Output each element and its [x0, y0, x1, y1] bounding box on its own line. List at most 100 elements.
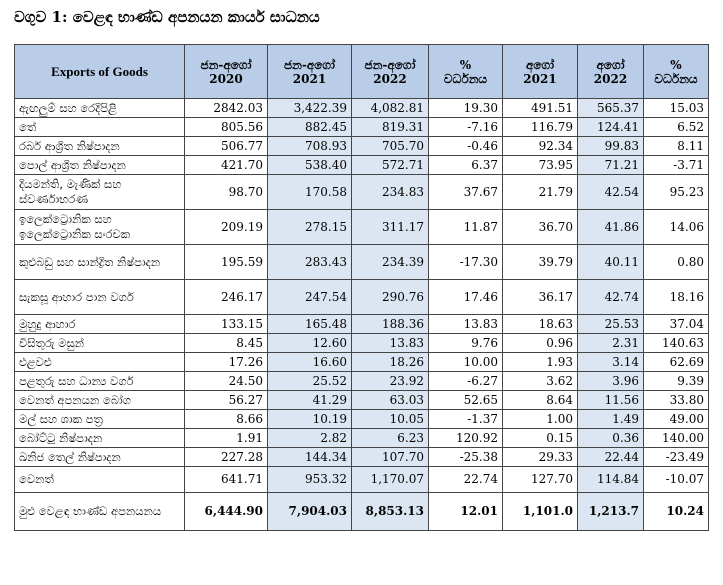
cell-value: 17.46	[428, 279, 503, 315]
header-col-5: අගෝ 2021	[502, 44, 578, 99]
cell-value: 107.70	[351, 447, 429, 467]
cell-value: 144.34	[267, 447, 352, 467]
cell-value: 6.23	[351, 428, 429, 448]
table-row: විසිතුරු මසුන් 8.45 12.60 13.83 9.76 0.96 2.31…	[14, 333, 709, 353]
cell-value: 705.70	[351, 136, 429, 156]
cell-value: 165.48	[267, 314, 352, 334]
cell-value: 3,422.39	[267, 98, 352, 118]
cell-value: 641.71	[184, 466, 268, 493]
cell-value: 9.76	[428, 333, 503, 353]
cell-value: 11.56	[577, 390, 644, 410]
cell-value: 421.70	[184, 155, 268, 175]
cell-value: 234.83	[351, 174, 429, 210]
cell-value: 506.77	[184, 136, 268, 156]
cell-value: 18.16	[643, 279, 709, 315]
header-col-3: ජන-අගෝ 2022	[351, 44, 429, 99]
cell-value: 13.83	[428, 314, 503, 334]
row-label: රබර් ආශ්‍රිත නිෂ්පාදන	[14, 136, 185, 156]
cell-value: -3.71	[643, 155, 709, 175]
header-line-1: ජන-අගෝ	[200, 57, 252, 72]
cell-value: 73.95	[502, 155, 578, 175]
cell-value: 2842.03	[184, 98, 268, 118]
table-row: පළතුරු සහ ධාන්‍ය වර්ග 24.50 25.52 23.92 -6.2…	[14, 371, 709, 391]
cell-value: 170.58	[267, 174, 352, 210]
cell-value: 37.04	[643, 314, 709, 334]
cell-value: 1,101.0	[502, 492, 578, 531]
cell-value: 8,853.13	[351, 492, 429, 531]
header-line-1: ජන-අගෝ	[284, 57, 335, 72]
header-row: Exports of Goods ජන-අගෝ 2020 ජන-අගෝ 2021 ජන-අ…	[14, 44, 709, 99]
row-label: දියමන්ති, මැණික් සහ ස්වර්ණාභරණ	[14, 174, 185, 210]
row-label: මුහුදු ආහාර	[14, 314, 185, 334]
cell-value: 37.67	[428, 174, 503, 210]
header-col-1: ජන-අගෝ 2020	[184, 44, 268, 99]
cell-value: 41.29	[267, 390, 352, 410]
cell-value: 6,444.90	[184, 492, 268, 531]
cell-value: 8.66	[184, 409, 268, 429]
cell-value: 1.00	[502, 409, 578, 429]
cell-value: 283.43	[267, 244, 352, 280]
cell-value: 19.30	[428, 98, 503, 118]
cell-value: 8.64	[502, 390, 578, 410]
header-line-1: Exports of Goods	[51, 63, 148, 79]
cell-value: 133.15	[184, 314, 268, 334]
header-goods: Exports of Goods	[14, 44, 185, 99]
row-label: කුළුබඩු සහ සාන්ද්‍රිත නිෂ්පාදන	[14, 244, 185, 280]
row-label: ඛනිජ තෙල් නිෂ්පාදන	[14, 447, 185, 467]
header-line-1: ජන-අගෝ	[364, 57, 416, 72]
row-label: වෙනත් අපනයන බෝග	[14, 390, 185, 410]
cell-value: 17.26	[184, 352, 268, 372]
header-line-1: අගෝ	[596, 57, 625, 72]
table-row: තේ 805.56 882.45 819.31 -7.16 116.79 124.41 6.5…	[14, 117, 709, 137]
cell-value: 3.62	[502, 371, 578, 391]
row-label: බෝට්ටු නිෂ්පාදන	[14, 428, 185, 448]
cell-value: 62.69	[643, 352, 709, 372]
header-line-2: 2022	[373, 71, 407, 86]
table-body: ඇඟලුම් සහ රෙදිපිළි 2842.03 3,422.39 4,082.8…	[14, 98, 709, 531]
cell-value: 538.40	[267, 155, 352, 175]
cell-value: 95.23	[643, 174, 709, 210]
header-col-2: ජන-අගෝ 2021	[267, 44, 352, 99]
cell-value: -7.16	[428, 117, 503, 137]
cell-value: 10.00	[428, 352, 503, 372]
table-row: ඛනිජ තෙල් නිෂ්පාදන 227.28 144.34 107.70 -25.…	[14, 447, 709, 467]
row-label: මුළු වෙළඳ භාණ්ඩ අපනයනය	[14, 492, 185, 531]
table-row: වෙනත් 641.71 953.32 1,170.07 22.74 127.70 114.…	[14, 466, 709, 493]
cell-value: 52.65	[428, 390, 503, 410]
cell-value: 3.96	[577, 371, 644, 391]
header-col-4: % වර්ධනය	[428, 44, 503, 99]
cell-value: 10.05	[351, 409, 429, 429]
exports-table: Exports of Goods ජන-අගෝ 2020 ජන-අගෝ 2021 ජන-අ…	[14, 44, 709, 531]
cell-value: -25.38	[428, 447, 503, 467]
cell-value: 98.70	[184, 174, 268, 210]
table-row: එළවළු 17.26 16.60 18.26 10.00 1.93 3.14 62.69	[14, 352, 709, 372]
cell-value: 882.45	[267, 117, 352, 137]
table-row: සැකසූ ආහාර පාන වර්ග 246.17 247.54 290.76 17.…	[14, 279, 709, 315]
row-label: එළවළු	[14, 352, 185, 372]
cell-value: 278.15	[267, 209, 352, 245]
cell-value: 99.83	[577, 136, 644, 156]
row-label: විසිතුරු මසුන්	[14, 333, 185, 353]
table-row: කුළුබඩු සහ සාන්ද්‍රිත නිෂ්පාදන 195.59 283.…	[14, 244, 709, 280]
row-label: ඉලෙක්ට්‍රොනික සහ ඉලෙක්ට්‍රොනික සංරචක	[14, 209, 185, 245]
cell-value: 42.74	[577, 279, 644, 315]
row-label: ඇඟලුම් සහ රෙදිපිළි	[14, 98, 185, 118]
cell-value: 1.49	[577, 409, 644, 429]
cell-value: 140.63	[643, 333, 709, 353]
cell-value: 4,082.81	[351, 98, 429, 118]
cell-value: 116.79	[502, 117, 578, 137]
cell-value: 56.27	[184, 390, 268, 410]
table-caption: වගුව 1: වෙළඳ භාණ්ඩ අපනයන කාර්ය සාධනය	[14, 8, 320, 26]
cell-value: 1.91	[184, 428, 268, 448]
cell-value: 0.80	[643, 244, 709, 280]
cell-value: 16.60	[267, 352, 352, 372]
cell-value: 127.70	[502, 466, 578, 493]
cell-value: 18.26	[351, 352, 429, 372]
cell-value: 805.56	[184, 117, 268, 137]
table-row: දියමන්ති, මැණික් සහ ස්වර්ණාභරණ 98.70 170.5…	[14, 174, 709, 210]
cell-value: 195.59	[184, 244, 268, 280]
cell-value: 565.37	[577, 98, 644, 118]
row-label: පොල් ආශ්‍රිත නිෂ්පාදන	[14, 155, 185, 175]
cell-value: 114.84	[577, 466, 644, 493]
cell-value: 10.24	[643, 492, 709, 531]
